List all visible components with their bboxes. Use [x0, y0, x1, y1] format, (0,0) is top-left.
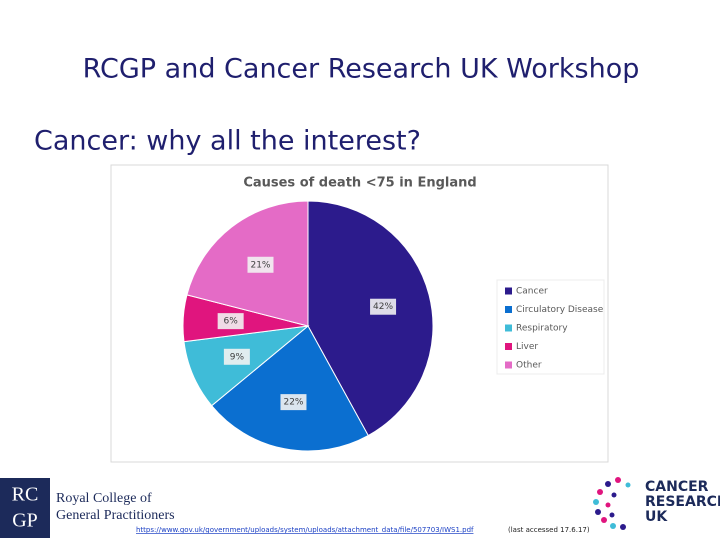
- pie-slice: [307, 200, 434, 437]
- data-label: 21%: [250, 260, 270, 270]
- rcgp-logo: [0, 478, 50, 538]
- chart-title: Causes of death <75 in England: [243, 176, 476, 191]
- legend-label: Other: [516, 361, 542, 371]
- legend-label: Circulatory Disease: [516, 305, 604, 315]
- legend-box: [496, 279, 605, 375]
- rcgp-mark: RC: [12, 484, 39, 506]
- data-label-box: [217, 313, 244, 330]
- legend-swatch: [505, 361, 512, 369]
- data-label-box: [223, 348, 250, 365]
- rcgp-mark: GP: [12, 510, 38, 532]
- rcgp-name: General Practitioners: [56, 508, 175, 523]
- data-label-box: [280, 394, 307, 411]
- cruk-name: RESEARCH: [645, 494, 720, 510]
- slide-title: RCGP and Cancer Research UK Workshop: [83, 54, 640, 85]
- legend-swatch: [505, 343, 512, 350]
- slide-subtitle: Cancer: why all the interest?: [34, 126, 421, 157]
- legend-label: Respiratory: [516, 324, 568, 334]
- legend-label: Cancer: [516, 287, 548, 297]
- cruk-name: CANCER: [645, 479, 709, 495]
- legend-swatch: [505, 324, 512, 332]
- data-label: 9%: [230, 352, 245, 362]
- legend-swatch: [505, 306, 512, 313]
- data-label: 42%: [373, 302, 393, 312]
- data-label-box: [247, 256, 274, 273]
- source-note: (last accessed 17.6.17): [508, 526, 590, 534]
- legend-label: Liver: [516, 342, 538, 352]
- data-label: 22%: [283, 398, 303, 408]
- legend-swatch: [505, 287, 512, 295]
- cruk-name: UK: [645, 509, 668, 525]
- data-label: 6%: [224, 317, 239, 327]
- rcgp-name: Royal College of: [56, 491, 152, 506]
- data-label-box: [370, 298, 397, 315]
- pie-slice: [186, 200, 309, 327]
- cruk-logo: [593, 477, 631, 530]
- source-link[interactable]: https://www.gov.uk/government/uploads/sy…: [136, 526, 474, 534]
- pie-slice: [210, 325, 369, 452]
